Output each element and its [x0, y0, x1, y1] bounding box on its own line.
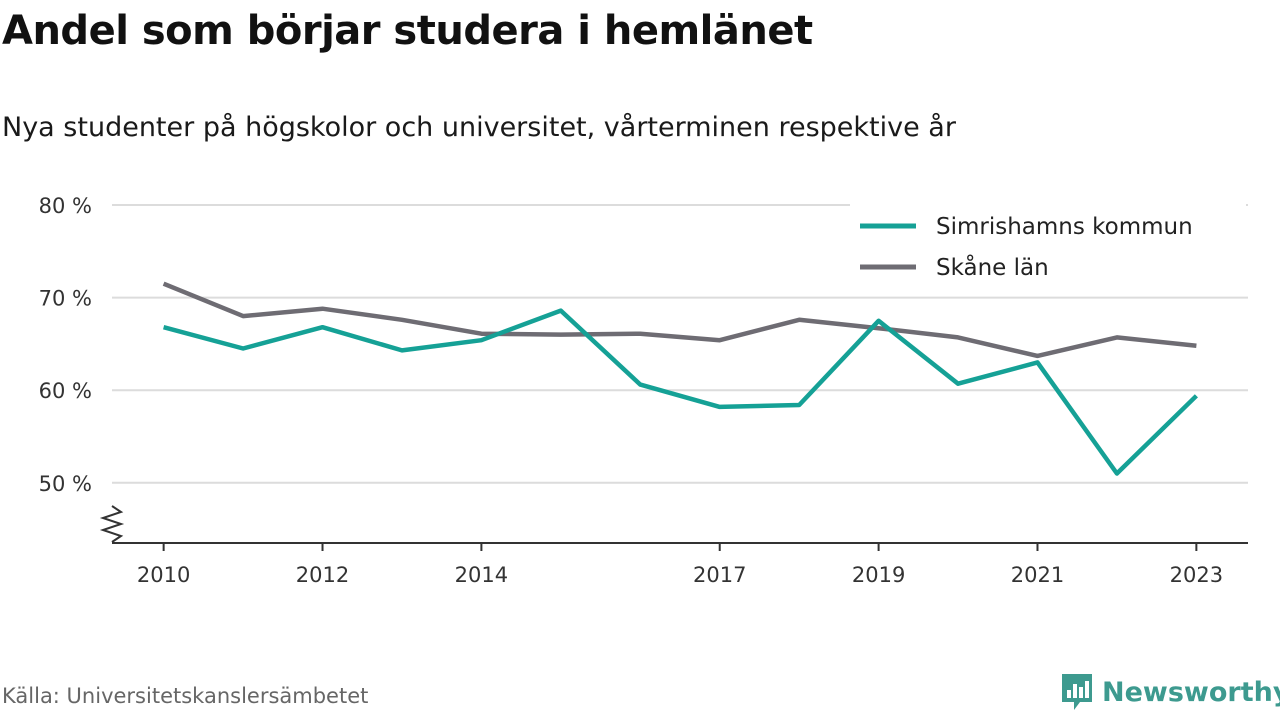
y-tick-label: 70 %	[39, 287, 92, 311]
x-tick-label: 2012	[296, 563, 349, 587]
y-tick-label: 50 %	[39, 472, 92, 496]
chart-subtitle: Nya studenter på högskolor och universit…	[2, 112, 956, 143]
newsworthy-logo-icon	[1062, 674, 1092, 710]
y-tick-label: 80 %	[39, 194, 92, 218]
series-lines	[162, 281, 1198, 476]
legend-label: Skåne län	[936, 253, 1049, 281]
axis-break-mark	[99, 505, 125, 543]
legend-box	[850, 203, 1246, 293]
x-tick-label: 2023	[1170, 563, 1223, 587]
x-tick-label: 2019	[852, 563, 905, 587]
y-axis-ticks: 50 % 60 % 70 % 80 %	[39, 194, 92, 496]
x-tick-label: 2021	[1011, 563, 1064, 587]
series-line	[162, 281, 1197, 359]
x-tick-label: 2017	[693, 563, 746, 587]
x-axis: 2010 2012 2014 2017 2019 2021 2023	[99, 505, 1248, 587]
series-line	[163, 308, 1198, 476]
legend: Simrishamns kommun Skåne län	[850, 203, 1246, 293]
x-tick-label: 2010	[137, 563, 190, 587]
y-tick-label: 60 %	[39, 379, 92, 403]
chart-title: Andel som börjar studera i hemlänet	[2, 8, 813, 54]
x-tick-label: 2014	[455, 563, 508, 587]
legend-label: Simrishamns kommun	[936, 214, 1193, 240]
source-note: Källa: Universitetskanslersämbetet	[2, 684, 369, 708]
brand-name: Newsworthy	[1102, 676, 1280, 708]
brand: Newsworthy	[1060, 672, 1280, 712]
